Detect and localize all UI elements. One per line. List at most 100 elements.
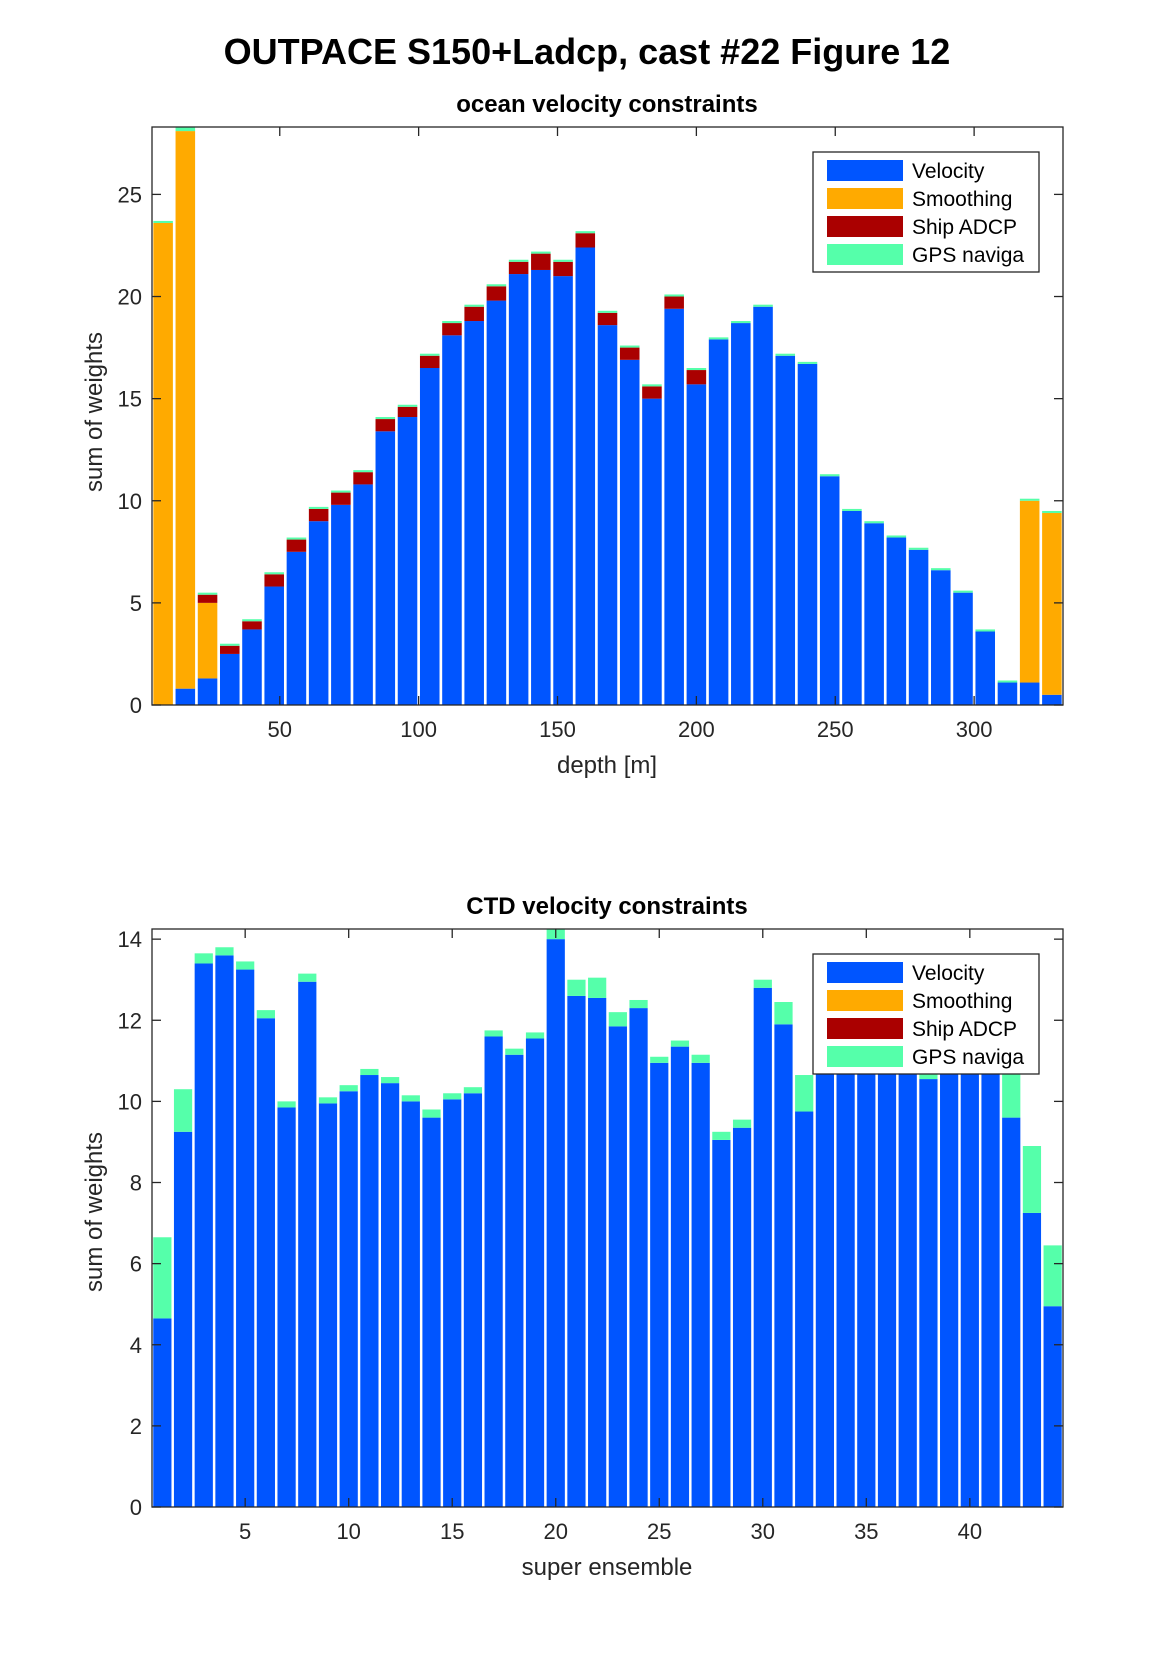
ocean-bar-ship-adcp	[642, 386, 662, 399]
ctd-bar-velocity	[795, 1111, 814, 1507]
ocean-bar-velocity	[664, 308, 684, 705]
ctd-bar-velocity	[236, 969, 255, 1507]
ocean-bar-gps-naviga	[242, 619, 262, 622]
ctd-bar-velocity	[732, 1127, 752, 1507]
ctd-x-tick-label: 20	[543, 1519, 567, 1544]
ocean-bar-smoothing	[1042, 513, 1062, 695]
ctd-bar-gps-naviga	[629, 999, 648, 1009]
ocean-bar-gps-naviga	[353, 470, 373, 473]
ctd-legend: Velocity Smoothing Ship ADCP GPS naviga	[812, 953, 1040, 1075]
ocean-bar-velocity	[331, 504, 351, 705]
ocean-bar-smoothing	[175, 131, 196, 689]
ctd-bar-velocity	[298, 981, 317, 1507]
ocean-bar-ship-adcp	[419, 355, 440, 369]
ocean-bar-ship-adcp	[486, 286, 507, 301]
ocean-bar-gps-naviga	[419, 353, 440, 356]
ocean-bar-gps-naviga	[908, 547, 929, 550]
ctd-bar-gps-naviga	[422, 1109, 441, 1118]
ocean-x-tick-label: 100	[400, 717, 437, 742]
ocean-bar-velocity	[197, 678, 218, 705]
ocean-bar-gps-naviga	[686, 368, 707, 371]
ctd-bar-velocity	[525, 1038, 545, 1507]
ocean-y-tick-label: 20	[118, 285, 142, 310]
ocean-bar-ship-adcp	[575, 233, 596, 248]
ctd-x-tick-label: 30	[751, 1519, 775, 1544]
ctd-y-tick-label: 10	[118, 1089, 142, 1114]
ctd-x-tick-label: 40	[958, 1519, 982, 1544]
ctd-legend-swatch-ship-adcp	[827, 1018, 903, 1039]
ctd-bar-velocity	[215, 955, 234, 1507]
ocean-x-tick-label: 200	[678, 717, 715, 742]
ctd-bar-gps-naviga	[401, 1095, 420, 1102]
ctd-bar-velocity	[153, 1318, 172, 1507]
ctd-x-tick-label: 10	[336, 1519, 360, 1544]
ctd-legend-label: GPS naviga	[912, 1046, 1024, 1069]
ocean-x-axis-label: depth [m]	[557, 752, 657, 779]
ocean-bar-ship-adcp	[219, 645, 240, 654]
ctd-bar-velocity	[422, 1117, 441, 1507]
ocean-bar-gps-naviga	[842, 508, 862, 511]
ctd-bar-velocity	[981, 1072, 1000, 1507]
ctd-bar-velocity	[173, 1131, 193, 1507]
ocean-bar-velocity	[864, 523, 884, 705]
ocean-bar-gps-naviga	[975, 629, 996, 632]
ctd-bar-velocity	[380, 1083, 400, 1507]
ctd-bar-gps-naviga	[380, 1077, 400, 1084]
ctd-y-tick-label: 6	[130, 1252, 142, 1277]
ctd-bar-velocity	[650, 1062, 669, 1507]
ocean-bar-velocity	[775, 355, 796, 705]
ctd-bar-velocity	[1022, 1212, 1042, 1507]
ocean-chart-title: ocean velocity constraints	[456, 91, 757, 118]
ctd-x-tick-label: 15	[440, 1519, 464, 1544]
ocean-x-tick-label: 250	[817, 717, 854, 742]
ctd-bar-velocity	[588, 997, 607, 1507]
ocean-y-tick-label: 10	[118, 489, 142, 514]
ctd-bar-gps-naviga	[318, 1097, 338, 1104]
ocean-bar-gps-naviga	[375, 417, 396, 420]
ocean-bar-smoothing	[153, 222, 173, 706]
ctd-x-tick-label: 35	[854, 1519, 878, 1544]
ocean-bar-ship-adcp	[397, 406, 418, 418]
ctd-bar-velocity	[318, 1103, 338, 1507]
ocean-axes-box	[151, 126, 1064, 706]
ocean-bar-velocity	[731, 323, 751, 705]
ctd-bar-velocity	[857, 1072, 876, 1507]
ctd-legend-swatch-smoothing	[827, 990, 903, 1011]
ocean-axes: 50 100 150 200 250 300 0 5 10 15 20 25	[118, 126, 1064, 742]
ctd-bar-gps-naviga	[194, 953, 213, 964]
ocean-bar-gps-naviga	[464, 304, 484, 307]
ocean-bar-ship-adcp	[308, 508, 329, 522]
ctd-bar-velocity	[774, 1024, 793, 1507]
ocean-bar-velocity	[308, 521, 329, 705]
ocean-bar-gps-naviga	[664, 294, 684, 297]
ctd-bar-gps-naviga	[484, 1030, 503, 1037]
ocean-bar-ship-adcp	[597, 312, 618, 326]
ocean-bar-gps-naviga	[819, 474, 840, 477]
ocean-bar-velocity	[819, 476, 840, 705]
ocean-bar-velocity	[1019, 682, 1040, 705]
ocean-y-tick-label: 15	[118, 387, 142, 412]
ocean-legend-label: Smoothing	[912, 188, 1012, 211]
ctd-bar-velocity	[256, 1018, 275, 1507]
ctd-bar-gps-naviga	[732, 1119, 752, 1128]
ocean-legend-swatch-gps-naviga	[827, 244, 903, 265]
ctd-bar-velocity	[898, 1072, 917, 1507]
ocean-bar-velocity	[842, 510, 862, 705]
ocean-bar-gps-naviga	[153, 220, 173, 223]
ocean-bar-gps-naviga	[553, 259, 573, 262]
ocean-bar-gps-naviga	[264, 572, 284, 575]
ocean-bar-smoothing	[197, 602, 218, 679]
ctd-bar-gps-naviga	[339, 1085, 358, 1092]
ctd-bar-gps-naviga	[712, 1131, 731, 1140]
ocean-legend: Velocity Smoothing Ship ADCP GPS naviga	[812, 151, 1040, 273]
ctd-bar-gps-naviga	[670, 1040, 690, 1047]
ocean-bar-gps-naviga	[397, 404, 418, 407]
ctd-bar-velocity	[629, 1008, 648, 1507]
ocean-bar-gps-naviga	[219, 643, 240, 646]
ocean-bar-velocity	[397, 417, 418, 705]
ctd-bar-velocity	[940, 1072, 959, 1507]
ctd-bar-velocity	[401, 1101, 420, 1507]
ocean-bar-ship-adcp	[531, 253, 551, 270]
ctd-bar-velocity	[463, 1093, 483, 1507]
ctd-bar-gps-naviga	[173, 1089, 193, 1132]
